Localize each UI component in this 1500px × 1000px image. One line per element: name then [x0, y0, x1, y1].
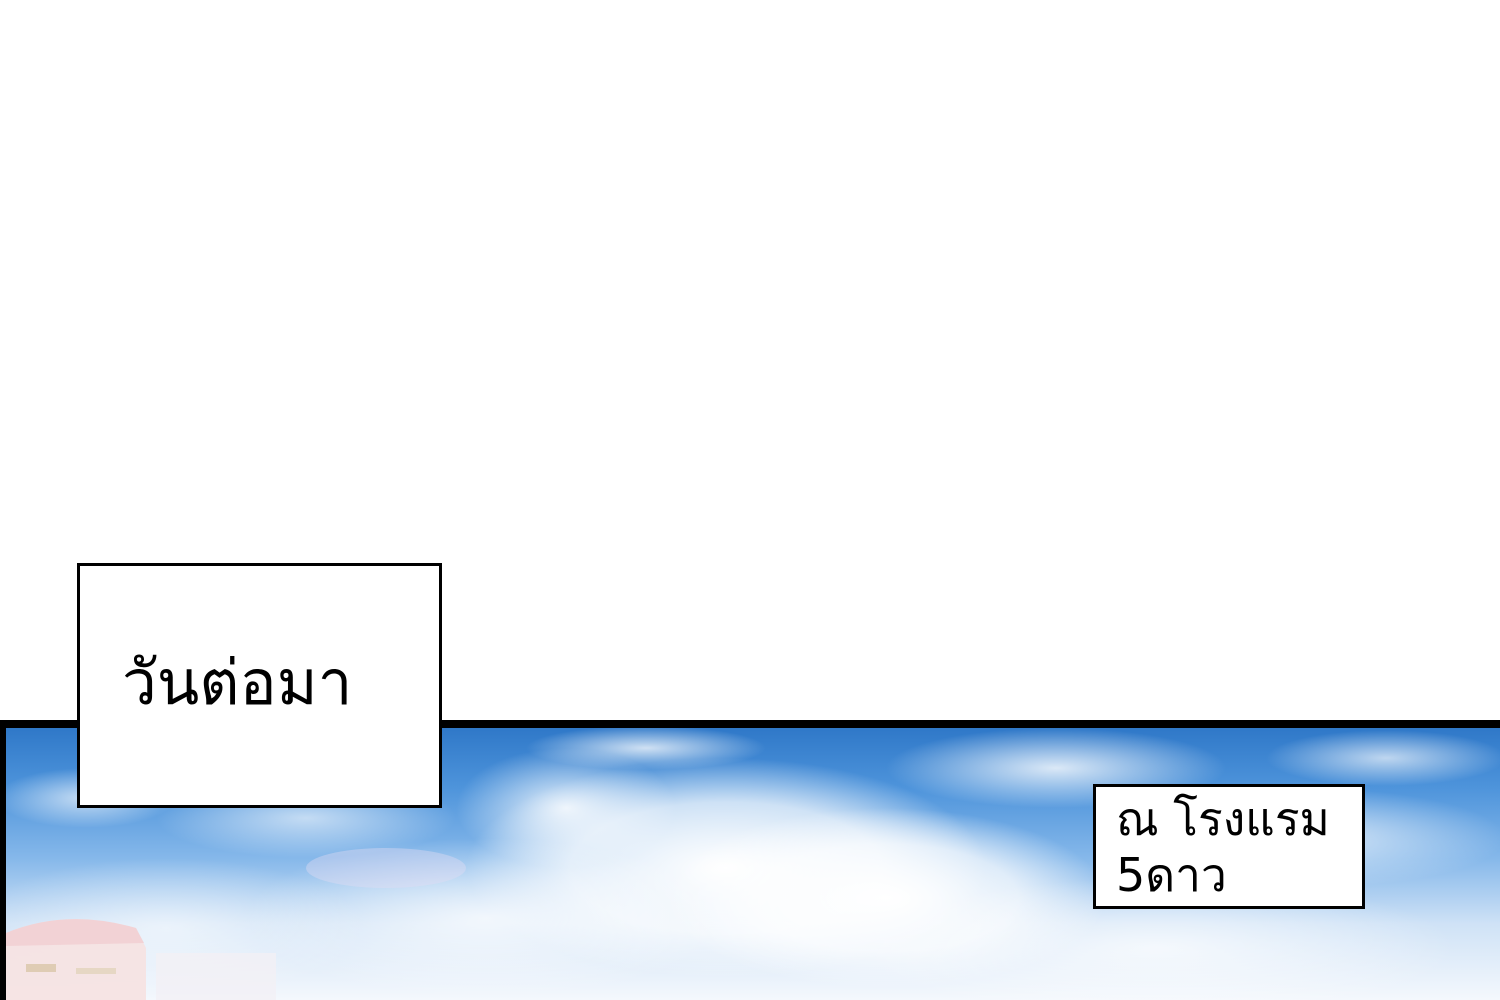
- caption-next-day-text: วันต่อมา: [122, 646, 353, 719]
- caption-hotel: ณ โรงแรม 5ดาว: [1093, 784, 1365, 909]
- caption-hotel-line1: ณ โรงแรม: [1116, 792, 1330, 846]
- caption-next-day: วันต่อมา: [77, 563, 442, 808]
- caption-hotel-line2: 5ดาว: [1116, 848, 1227, 903]
